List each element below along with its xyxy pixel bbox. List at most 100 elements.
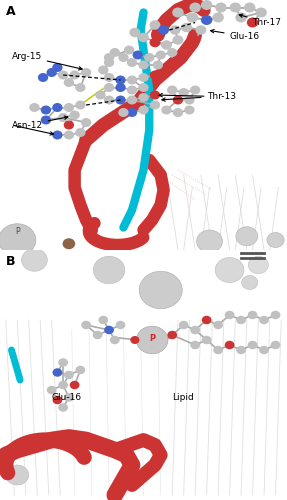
Circle shape [64,130,74,140]
Circle shape [130,336,139,344]
Circle shape [104,83,114,92]
Circle shape [69,70,80,80]
Circle shape [184,106,195,114]
Circle shape [173,108,183,117]
Circle shape [181,22,192,32]
Circle shape [93,256,125,284]
Circle shape [156,50,166,59]
Circle shape [190,341,200,349]
Circle shape [95,90,106,100]
Circle shape [242,276,258,289]
Circle shape [47,386,57,394]
Circle shape [150,70,160,80]
Text: P: P [15,227,20,236]
Circle shape [81,321,91,329]
Circle shape [124,46,134,54]
Circle shape [22,248,47,271]
Circle shape [0,224,36,256]
Circle shape [104,58,114,67]
Circle shape [144,53,154,62]
Circle shape [138,60,149,70]
Text: Asn-12: Asn-12 [11,116,68,130]
Circle shape [244,2,255,12]
Circle shape [138,33,149,42]
Circle shape [52,63,63,72]
Circle shape [195,25,206,35]
Circle shape [201,15,212,25]
Circle shape [64,103,74,112]
Circle shape [58,113,68,122]
Circle shape [64,120,74,130]
Circle shape [197,230,222,252]
Circle shape [104,73,114,82]
Text: Thr-13: Thr-13 [162,92,236,101]
Circle shape [115,83,126,92]
Circle shape [138,83,149,92]
Circle shape [213,321,223,329]
Circle shape [104,326,114,334]
Text: Glu-16: Glu-16 [52,393,82,402]
Circle shape [167,331,177,339]
Circle shape [179,88,189,97]
Circle shape [64,371,74,379]
Circle shape [104,53,114,62]
Circle shape [225,310,234,320]
Circle shape [150,20,160,30]
Circle shape [255,8,267,18]
Circle shape [41,116,51,124]
Circle shape [190,326,200,334]
Circle shape [189,2,201,12]
Circle shape [161,106,172,114]
Circle shape [58,381,68,389]
Circle shape [115,76,126,84]
Circle shape [38,73,48,82]
Circle shape [172,8,184,18]
Circle shape [75,366,85,374]
Circle shape [69,110,80,120]
Circle shape [187,12,198,22]
Circle shape [6,465,29,485]
Circle shape [271,310,280,320]
Circle shape [202,336,212,344]
Circle shape [236,316,246,324]
Circle shape [127,76,137,84]
Circle shape [63,238,75,249]
Circle shape [236,227,258,246]
Circle shape [81,118,91,127]
Circle shape [247,18,258,28]
Circle shape [58,403,68,412]
Circle shape [98,316,108,324]
Circle shape [184,96,195,104]
Circle shape [190,86,200,94]
Circle shape [118,108,129,117]
Circle shape [190,35,201,45]
Circle shape [267,232,284,248]
Circle shape [215,2,227,12]
Circle shape [161,40,172,50]
Circle shape [93,331,102,339]
Circle shape [75,128,86,137]
Circle shape [64,78,74,87]
Text: Lipid: Lipid [172,393,194,402]
Circle shape [139,271,182,308]
Circle shape [127,86,137,94]
Circle shape [259,346,269,354]
Circle shape [212,12,224,22]
Circle shape [150,38,160,48]
Circle shape [153,60,163,70]
Circle shape [150,90,160,100]
Circle shape [58,70,68,80]
Text: B: B [6,255,15,268]
Circle shape [75,83,86,92]
Circle shape [172,35,183,45]
Circle shape [127,108,137,117]
Circle shape [116,321,125,329]
Text: P: P [149,334,155,343]
Circle shape [167,48,177,57]
Text: Arg-15: Arg-15 [11,52,82,70]
Circle shape [41,106,51,114]
Circle shape [138,73,149,82]
Circle shape [138,106,149,114]
Circle shape [173,96,183,104]
Circle shape [98,66,108,74]
